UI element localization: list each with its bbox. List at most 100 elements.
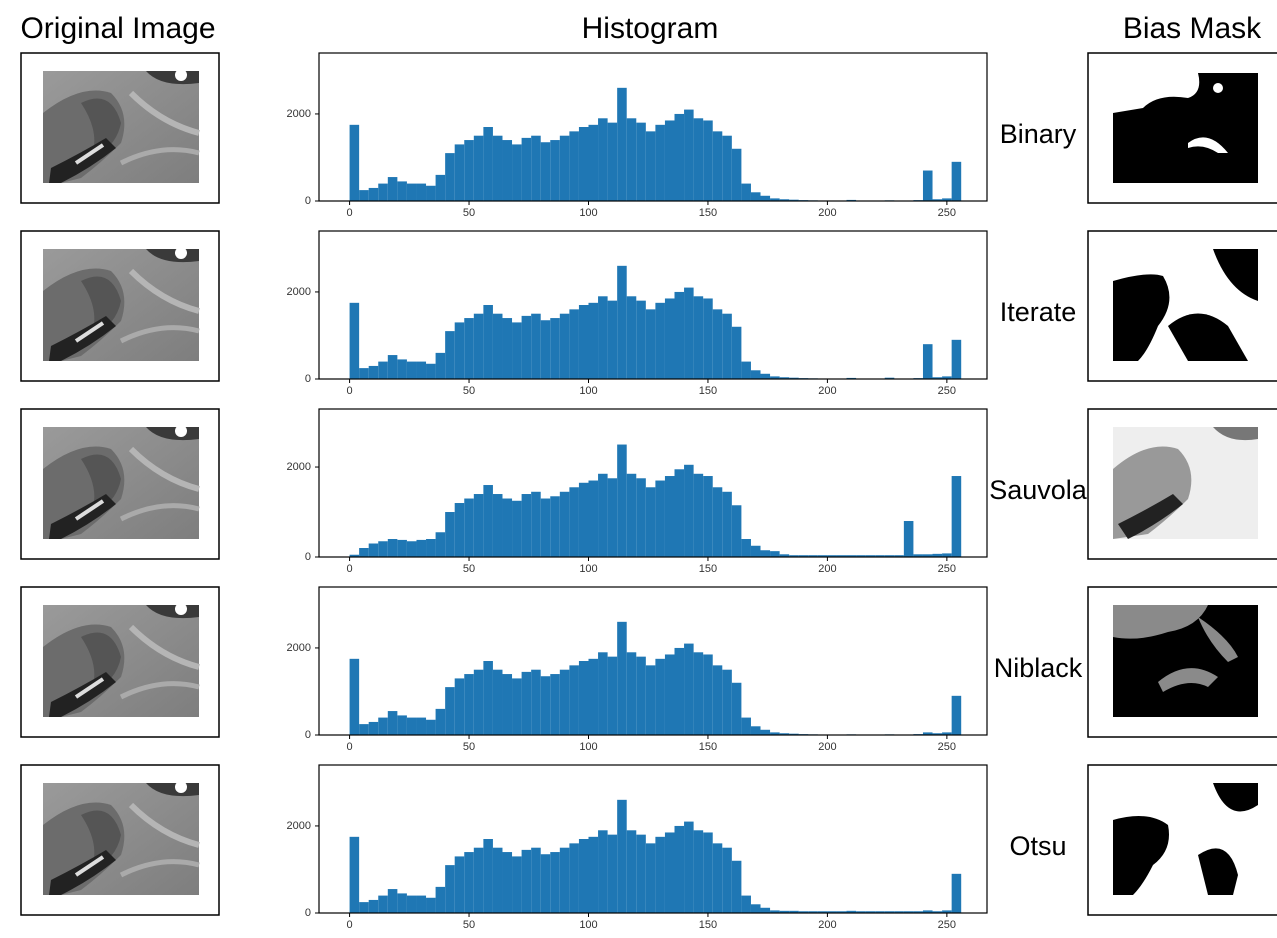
bar <box>664 654 675 735</box>
bar <box>531 847 541 913</box>
bar <box>779 733 790 735</box>
bar <box>492 313 503 379</box>
bar <box>349 554 360 557</box>
method-label: Iterate <box>1000 297 1077 327</box>
x-tick-label: 150 <box>699 385 717 397</box>
y-tick-label: 2000 <box>287 820 311 832</box>
bar <box>559 491 570 557</box>
bar <box>779 910 790 913</box>
bar <box>397 181 407 201</box>
bar <box>492 669 503 735</box>
bar <box>922 732 933 735</box>
x-tick-label: 200 <box>818 563 836 575</box>
x-tick-label: 0 <box>347 385 353 397</box>
bar <box>750 904 761 913</box>
bar <box>750 726 761 735</box>
bar <box>626 118 637 201</box>
bar <box>454 322 465 379</box>
x-tick-label: 150 <box>699 563 717 575</box>
x-tick-label: 50 <box>463 741 475 753</box>
bar <box>368 187 379 201</box>
bar <box>770 376 780 379</box>
bar <box>636 300 646 379</box>
method-label: Sauvola <box>989 475 1088 505</box>
bar <box>922 344 933 379</box>
x-tick-label: 200 <box>818 741 836 753</box>
bar <box>483 305 493 379</box>
bar <box>598 830 608 913</box>
column-title: Original Image <box>20 12 215 45</box>
bar <box>712 665 723 735</box>
bar <box>473 494 484 557</box>
bar <box>387 355 398 379</box>
bar <box>846 555 857 557</box>
bar <box>722 313 732 379</box>
bar <box>492 847 503 913</box>
bar <box>617 621 627 735</box>
bar <box>578 127 589 201</box>
bar <box>406 361 417 379</box>
bar <box>502 498 513 557</box>
x-tick-label: 250 <box>938 385 956 397</box>
bar <box>550 674 560 735</box>
bar <box>932 911 943 913</box>
bar <box>512 500 522 557</box>
bar <box>569 487 579 557</box>
bar <box>626 296 637 379</box>
bar <box>559 313 570 379</box>
bar <box>875 911 885 913</box>
bar <box>502 852 513 913</box>
bar <box>655 658 665 735</box>
bar <box>856 911 866 913</box>
bar <box>502 318 513 379</box>
bar <box>789 377 799 379</box>
bar <box>712 843 723 913</box>
bar <box>903 521 914 557</box>
bar <box>445 331 455 379</box>
bar <box>387 539 398 557</box>
bar <box>349 836 360 913</box>
bar <box>712 487 723 557</box>
bar <box>473 847 484 913</box>
bar <box>550 852 560 913</box>
bias-mask <box>1087 408 1277 560</box>
bar <box>741 717 751 735</box>
bar <box>779 199 790 201</box>
bias-mask <box>1087 586 1277 738</box>
bar <box>397 893 407 913</box>
bar <box>722 669 732 735</box>
bar <box>770 551 780 557</box>
bar <box>798 555 809 557</box>
bar <box>445 512 455 557</box>
bar <box>540 320 551 379</box>
bar <box>464 140 474 201</box>
axes-frame <box>318 586 988 736</box>
bar <box>722 847 732 913</box>
bar <box>712 131 723 201</box>
histogram: 0 50 100 150 200 250 0 2000 <box>287 52 988 219</box>
bar <box>636 834 646 913</box>
axes-frame <box>318 408 988 558</box>
bar <box>674 113 685 201</box>
bar <box>435 352 446 379</box>
bar <box>397 539 407 557</box>
bar <box>808 911 818 913</box>
bar <box>416 183 427 201</box>
bar <box>349 302 360 379</box>
bar <box>693 296 704 379</box>
bar <box>817 911 828 913</box>
bar <box>454 503 465 557</box>
bar <box>445 865 455 913</box>
bar <box>426 185 436 201</box>
bar <box>617 265 627 379</box>
x-tick-label: 0 <box>347 919 353 931</box>
bar <box>569 665 579 735</box>
bar <box>951 339 962 379</box>
bar <box>598 296 608 379</box>
bar <box>359 548 369 557</box>
bar <box>760 729 771 735</box>
bar <box>770 198 780 201</box>
method-label: Niblack <box>994 653 1083 683</box>
bar <box>636 122 646 201</box>
x-tick-label: 150 <box>699 207 717 219</box>
